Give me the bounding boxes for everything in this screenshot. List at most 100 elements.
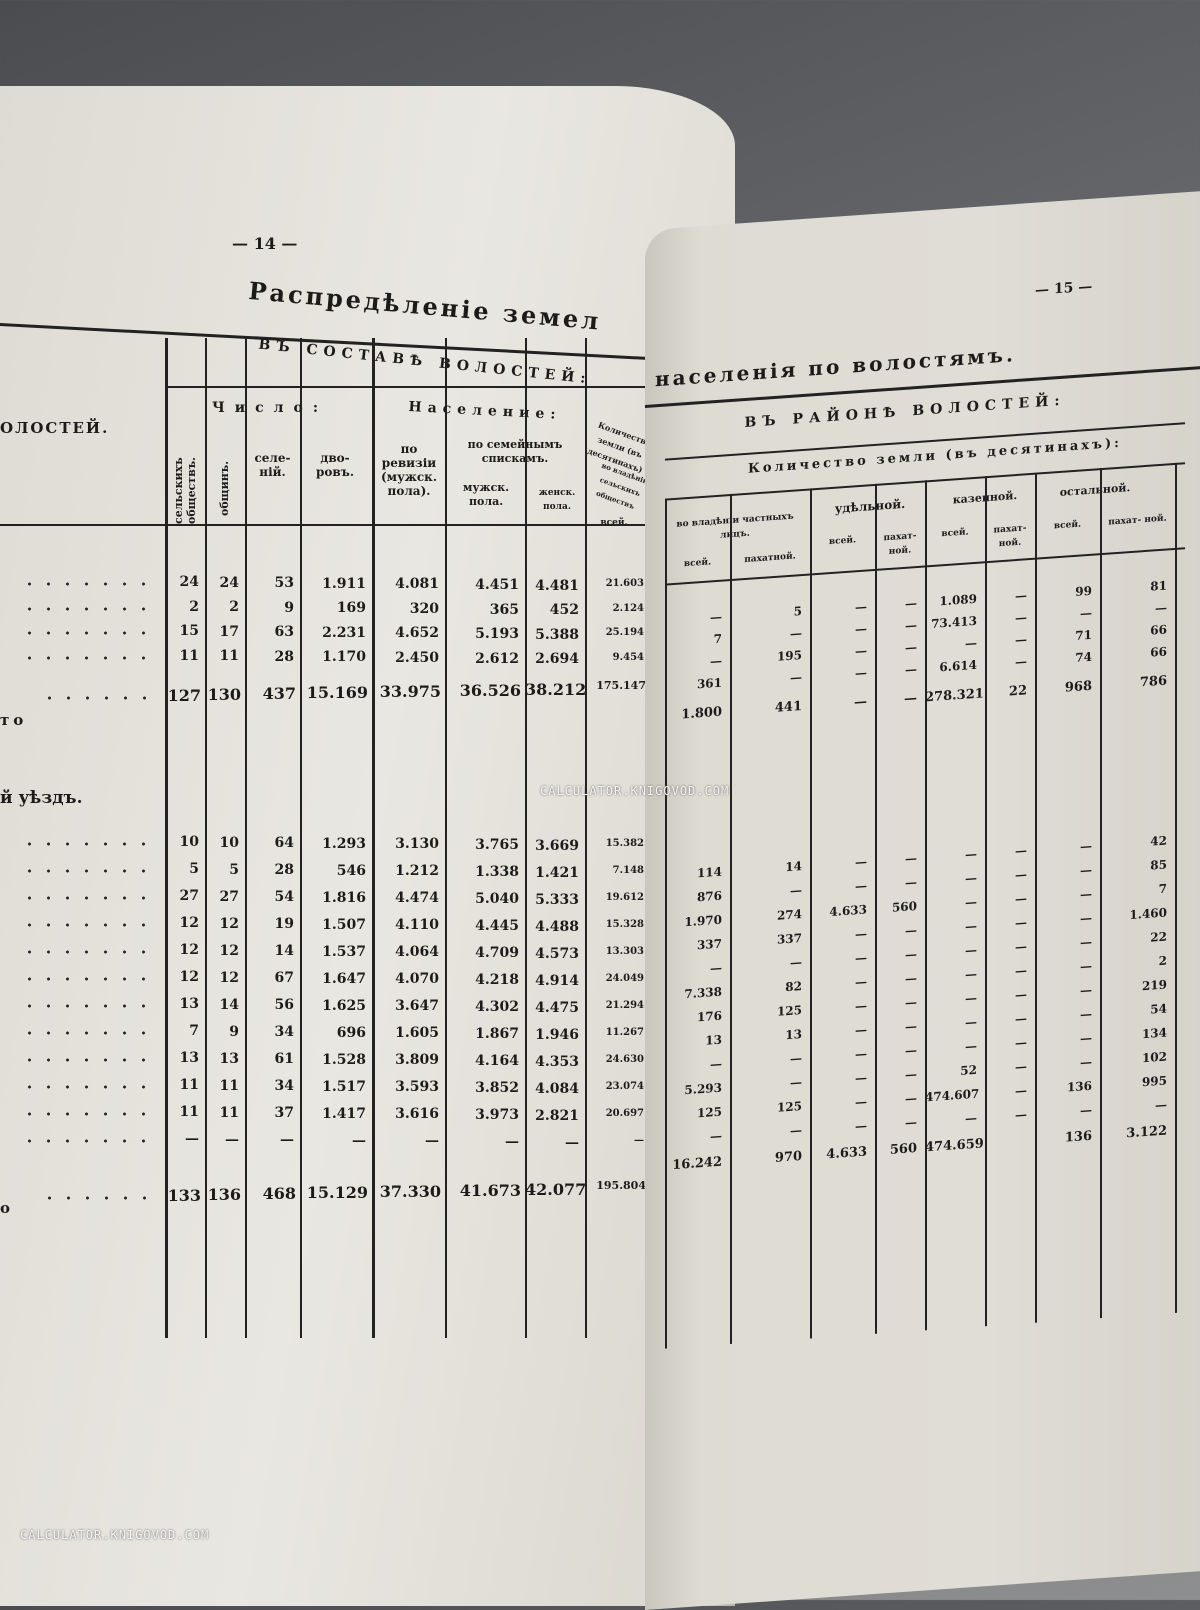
table-cell: 23.074 [605, 1081, 644, 1093]
table-cell: 27 [219, 888, 239, 905]
page-title-left: Распредѣленіе земел [247, 276, 603, 336]
table-cell: — [710, 609, 722, 625]
subcolumn-header: всей. [1053, 519, 1082, 532]
table-cell: 3.130 [395, 836, 439, 853]
table-cell: 21.294 [605, 1000, 644, 1012]
table-cell: 1.421 [535, 864, 579, 881]
table-cell: 696 [336, 1024, 366, 1041]
col-other: остальной. [1059, 481, 1131, 500]
table-cell: 114 [696, 864, 722, 881]
table-cell: 4.914 [535, 972, 579, 989]
table-cell: 24.049 [605, 973, 644, 985]
table-cell: 2 [1158, 953, 1167, 969]
table-cell: 82 [785, 979, 802, 995]
table-cell: — [1080, 958, 1092, 974]
table-cell: — [710, 960, 722, 976]
total-cell: 16.242 [672, 1154, 722, 1174]
table-cell: 1.537 [322, 943, 366, 960]
table-cell: — [965, 918, 977, 934]
table-cell: 4.353 [535, 1053, 579, 1070]
col-family-lists: по семейнымъ спискамъ. [467, 438, 563, 465]
page-number-15: — 15 — [1035, 278, 1093, 299]
table-cell: 125 [696, 1104, 722, 1121]
table-cell: 1.170 [322, 649, 366, 666]
table-cell: 136 [1066, 1078, 1092, 1095]
table-cell: — [855, 950, 867, 966]
table-cell: 28 [274, 862, 294, 879]
table-cell: 3.973 [475, 1107, 519, 1123]
column-rule [585, 338, 587, 1338]
dot-leader [20, 1085, 155, 1089]
table-cell: 5.193 [475, 626, 519, 642]
table-cell: — [1080, 1054, 1092, 1070]
table-cell: — [280, 1132, 294, 1149]
col-male: мужск. пола. [462, 481, 510, 508]
table-cell: — [965, 966, 977, 982]
table-cell: 1.647 [322, 970, 366, 987]
table-cell: — [905, 661, 917, 677]
table-cell: — [1080, 910, 1092, 926]
subcolumn-header: пахат- ной. [883, 531, 917, 557]
table-cell: 11 [219, 1077, 239, 1094]
table-cell: 1.338 [475, 864, 519, 880]
table-cell: 66 [1150, 622, 1167, 638]
table-cell: 12 [219, 969, 239, 986]
page-number-14: — 14 — [232, 234, 298, 253]
table-cell: 3.593 [395, 1079, 439, 1096]
table-cell: 452 [549, 602, 579, 619]
table-cell: 4.064 [395, 944, 439, 961]
table-cell: — [710, 1056, 722, 1072]
column-rule [205, 338, 207, 1338]
table-cell: — [905, 1090, 917, 1106]
table-cell: 1.605 [395, 1025, 439, 1042]
subcolumn-header: пахат- ной. [993, 523, 1027, 550]
table-cell: 7 [189, 1023, 199, 1039]
table-cell: 13 [219, 1050, 239, 1067]
table-cell: 10 [179, 834, 199, 850]
table-cell: 5 [793, 604, 802, 619]
table-cell: 53 [274, 575, 294, 592]
total-cell: 130 [207, 685, 241, 704]
total-cell: 3.122 [1126, 1123, 1167, 1142]
table-cell: — [1015, 843, 1027, 859]
total-cell: 1.800 [681, 704, 722, 723]
table-cell: 56 [274, 997, 294, 1014]
dot-leader [20, 582, 155, 586]
table-cell: 3.852 [475, 1080, 519, 1096]
total-cell: — [904, 690, 917, 707]
table-cell: 4.084 [535, 1080, 579, 1097]
table-cell: — [965, 990, 977, 1006]
left-group-header: ВЪ СОСТАВѢ ВОЛОСТЕЙ: [257, 336, 593, 388]
table-cell: 54 [274, 889, 294, 906]
col-private: во владѣніи частныхъ лицъ. [676, 511, 794, 541]
table-cell: 7.148 [612, 865, 644, 877]
table-cell: — [1015, 1107, 1027, 1123]
total-cell: 15.129 [306, 1183, 368, 1202]
population-header: Население: [408, 399, 562, 423]
table-cell: — [965, 846, 977, 862]
table-cell: 66 [1150, 644, 1167, 660]
total-cell: 437 [262, 684, 296, 703]
table-cell: 2.612 [475, 650, 519, 667]
table-cell: 2.694 [535, 651, 579, 668]
table-cell: — [425, 1133, 439, 1150]
table-cell: 12 [179, 969, 199, 985]
table-cell: — [1155, 600, 1167, 616]
table-cell: 34 [274, 1078, 294, 1095]
table-cell: 42 [1150, 833, 1167, 849]
column-rule [245, 338, 247, 1338]
dot-leader [20, 950, 155, 954]
table-cell: 125 [776, 1099, 802, 1115]
table-cell: 4.110 [395, 917, 439, 934]
table-cell: 1.816 [322, 889, 366, 906]
table-cell: 64 [274, 835, 294, 852]
table-cell: 1.867 [475, 1026, 519, 1042]
section2-heading: й уѣздъ. [0, 788, 83, 808]
right-page: — 15 — населенія по волостямъ. ВЪ РАЙОНѢ… [645, 190, 1200, 1610]
table-cell: 176 [696, 1008, 722, 1025]
col-communes: общинъ. [218, 460, 231, 516]
table-cell: 14 [274, 943, 294, 960]
header-bottom-rule [0, 524, 660, 526]
total-cell: 195.804 [596, 1179, 646, 1192]
table-cell: 1.911 [322, 575, 366, 592]
